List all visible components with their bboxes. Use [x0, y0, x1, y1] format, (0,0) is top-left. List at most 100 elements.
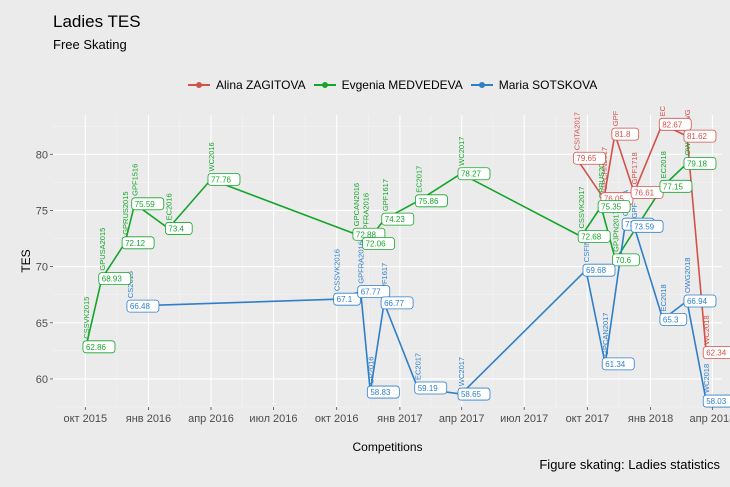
value-label-sotskova: 67.1 [337, 295, 353, 304]
value-label-box-zagitova [611, 127, 640, 141]
value-label-box-sotskova [659, 312, 688, 326]
value-label-box-medvedeva [597, 200, 631, 213]
event-label-zagitova: GPCHN2017 [600, 147, 609, 191]
value-label-box-sotskova [126, 299, 160, 313]
y-tick-label: 60 [36, 374, 48, 386]
value-label-box-sotskova [601, 357, 635, 371]
value-label-zagitova: 76.05 [604, 195, 625, 204]
x-tick-label: янв 2017 [377, 413, 422, 425]
x-tick-label: окт 2015 [63, 413, 107, 425]
value-label-box-medvedeva [131, 197, 165, 211]
value-label-zagitova: 81.8 [615, 130, 631, 139]
value-label-box-sotskova [414, 381, 448, 395]
value-label-box-sotskova [333, 292, 361, 306]
value-label-box-zagitova [572, 151, 606, 165]
event-label-medvedeva: WC2017 [457, 137, 466, 166]
event-label-medvedeva: GPUSA2015 [98, 228, 107, 271]
value-label-zagitova: 82.67 [662, 120, 683, 129]
value-label-medvedeva: 79.18 [687, 160, 708, 169]
x-tick-label: июл 2017 [500, 413, 548, 425]
value-label-medvedeva: 77.76 [211, 175, 232, 184]
event-label-sotskova: WC2018 [702, 364, 711, 393]
event-label-sotskova: GP2016 [366, 357, 375, 385]
event-label-sotskova: CS2015 [126, 271, 135, 298]
event-label-sotskova: CSFIN [582, 240, 591, 263]
value-label-sotskova: 66.77 [384, 299, 405, 308]
value-label-box-medvedeva [98, 272, 132, 286]
legend-label-medvedeva: Evgenia MEDVEDEVA [341, 78, 463, 92]
value-label-box-medvedeva [612, 253, 640, 267]
value-label-medvedeva: 68.93 [102, 275, 123, 284]
event-label-sotskova: GPF [630, 202, 639, 218]
value-label-medvedeva: 73.4 [168, 224, 184, 233]
series-line-sotskova [129, 223, 707, 402]
legend-item-zagitova[interactable]: Alina ZAGITOVA [186, 75, 306, 95]
event-label-medvedeva: GPCAN2016 [352, 183, 361, 226]
legend-item-sotskova[interactable]: Maria SOTSKOVA [469, 75, 597, 95]
value-label-box-medvedeva [457, 167, 491, 181]
x-axis-title: Competitions [352, 440, 422, 454]
event-label-sotskova: GPFRA2016 [357, 241, 366, 284]
value-label-zagitova: 79.65 [576, 154, 597, 163]
event-label-sotskova: WC2017 [457, 357, 466, 386]
value-label-box-zagitova [683, 129, 717, 143]
value-label-box-medvedeva [121, 236, 155, 250]
value-label-medvedeva: 62.86 [86, 343, 107, 352]
value-label-sotskova: 61.34 [605, 360, 626, 369]
value-label-sotskova: 66.94 [687, 297, 708, 306]
value-label-box-medvedeva [415, 194, 448, 208]
y-tick-label: 65 [36, 318, 48, 330]
value-label-sotskova: 65.3 [663, 315, 679, 324]
legend-key-zagitova-icon [186, 75, 212, 95]
chart-subtitle: Free Skating [53, 37, 127, 52]
value-label-medvedeva: 72.68 [581, 233, 602, 242]
value-label-medvedeva: 72.12 [125, 239, 146, 248]
event-label-medvedeva: WC2016 [207, 142, 216, 171]
value-label-box-sotskova [683, 294, 717, 308]
value-label-sotskova: 58.03 [706, 397, 727, 406]
value-label-medvedeva: 75.59 [135, 200, 156, 209]
event-label-medvedeva: GPRUS2015 [121, 191, 130, 234]
value-label-box-medvedeva [659, 179, 693, 193]
value-label-box-sotskova [457, 387, 491, 401]
x-tick-label: янв 2016 [126, 413, 171, 425]
value-label-medvedeva: 75.35 [601, 203, 622, 212]
event-label-zagitova: GPF [611, 110, 620, 126]
event-label-medvedeva: EC2016 [164, 193, 173, 220]
x-tick-label: июл 2016 [249, 413, 297, 425]
value-label-box-medvedeva [82, 340, 116, 354]
value-label-box-medvedeva [207, 173, 241, 186]
x-tick-label: окт 2017 [566, 413, 610, 425]
value-label-medvedeva: 78.27 [461, 170, 482, 179]
event-label-medvedeva: GPF1516 [131, 164, 140, 196]
event-label-zagitova: WC2018 [702, 315, 711, 344]
legend-label-sotskova: Maria SOTSKOVA [498, 78, 598, 92]
legend-item-medvedeva[interactable]: Evgenia MEDVEDEVA [312, 75, 463, 95]
value-label-box-sotskova [366, 385, 400, 399]
event-label-medvedeva: GPRUS2017 [597, 155, 606, 198]
value-label-sotskova: 69.68 [586, 266, 607, 275]
x-tick-label: апр 2016 [188, 413, 234, 425]
value-label-sotskova: 67.77 [361, 288, 382, 297]
y-tick-label: 75 [36, 205, 48, 217]
y-tick-label: 80 [36, 149, 48, 161]
value-label-medvedeva: 72.88 [356, 230, 377, 239]
x-tick-label: апр 2017 [439, 413, 485, 425]
event-label-medvedeva: GPFRA2016 [362, 193, 371, 236]
legend-key-medvedeva-icon [312, 75, 338, 95]
legend-label-zagitova: Alina ZAGITOVA [216, 78, 306, 92]
value-label-medvedeva: 77.15 [663, 182, 684, 191]
chart-title: Ladies TES [53, 12, 141, 31]
event-label-medvedeva: EC2017 [414, 166, 423, 193]
value-label-box-medvedeva [381, 212, 415, 226]
event-label-sotskova: CSSVK2016 [333, 249, 342, 291]
value-label-sotskova: 58.83 [370, 388, 391, 397]
value-label-box-sotskova [380, 296, 414, 310]
value-label-box-sotskova [582, 263, 616, 277]
value-label-box-zagitova [658, 117, 692, 131]
event-label-sotskova: GPCAN2017 [601, 313, 610, 356]
value-label-medvedeva: 74.23 [385, 215, 406, 224]
value-label-box-medvedeva [164, 222, 193, 235]
value-label-sotskova: 73.59 [634, 222, 655, 231]
